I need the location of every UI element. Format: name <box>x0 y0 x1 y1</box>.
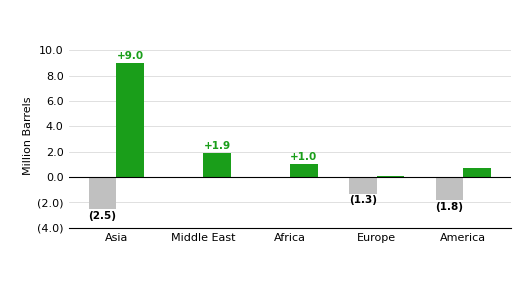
Text: Ongoing Refinery Shift from East to West$^{(2)}$: Ongoing Refinery Shift from East to West… <box>101 10 426 28</box>
Bar <box>203 153 231 177</box>
Bar <box>290 164 318 177</box>
Bar <box>262 177 290 178</box>
Text: +1.9: +1.9 <box>203 141 230 151</box>
Bar <box>116 63 144 177</box>
Text: (1.3): (1.3) <box>349 195 377 205</box>
Bar <box>435 177 463 200</box>
Text: +9.0: +9.0 <box>116 51 144 61</box>
Text: (2.5): (2.5) <box>89 211 116 221</box>
Bar <box>463 168 491 177</box>
Text: +1.0: +1.0 <box>290 152 317 162</box>
Bar <box>89 177 116 209</box>
Y-axis label: Million Barrels: Million Barrels <box>23 97 33 175</box>
Bar <box>377 176 404 177</box>
Bar <box>349 177 377 194</box>
Text: (1.8): (1.8) <box>435 202 463 212</box>
